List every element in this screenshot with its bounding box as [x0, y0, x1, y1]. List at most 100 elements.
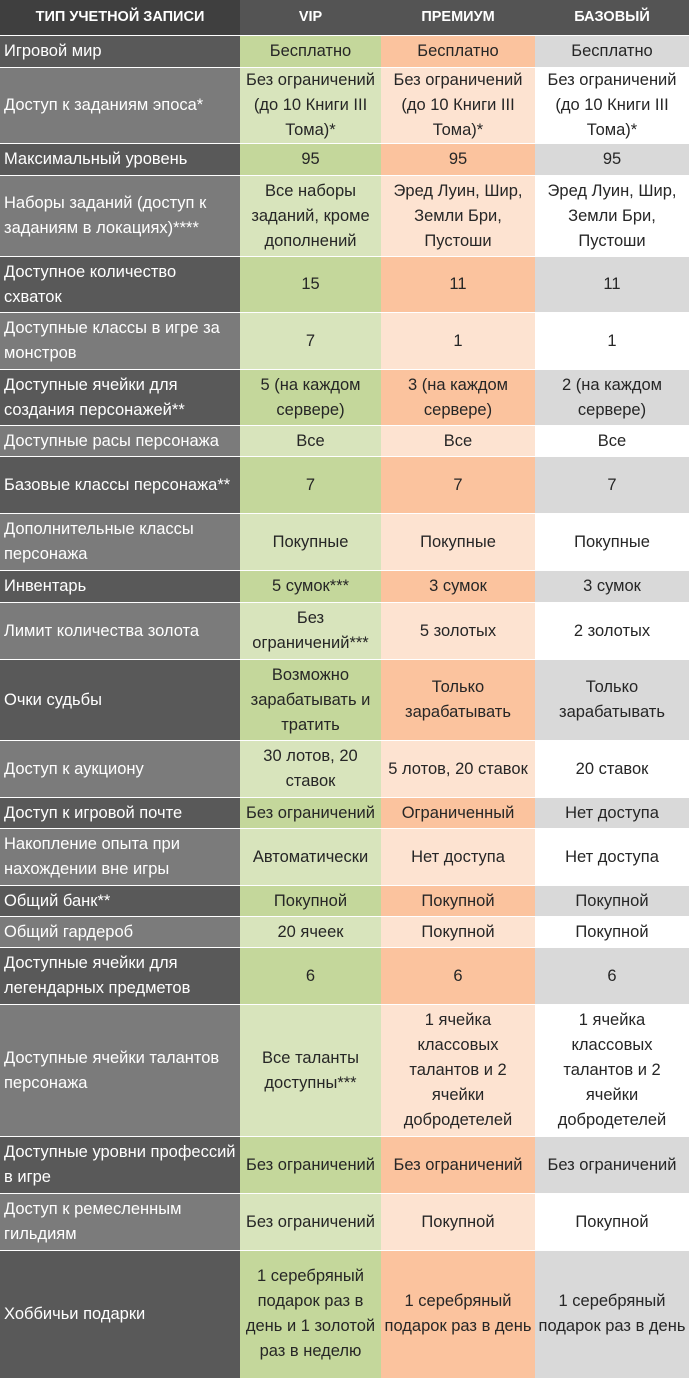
premium-cell: Без ограничений (до 10 Книги III Тома)*	[381, 67, 535, 144]
row-label: Доступные ячейки талантов персонажа	[0, 1004, 240, 1137]
basic-cell: 11	[535, 256, 689, 313]
table-row: Доступные ячейки талантов персонажа Все т…	[0, 1004, 689, 1137]
row-label: Игровой мир	[0, 35, 240, 68]
vip-cell: Все таланты доступны***	[240, 1004, 381, 1137]
row-label: Базовые классы персонажа**	[0, 456, 240, 514]
basic-cell: 3 сумок	[535, 570, 689, 603]
vip-cell: Без ограничений	[240, 797, 381, 829]
vip-cell: 20 ячеек	[240, 916, 381, 948]
premium-cell: Покупной	[381, 1193, 535, 1251]
vip-cell: Все	[240, 425, 381, 457]
basic-cell: Покупной	[535, 885, 689, 917]
header-account-type: ТИП УЧЕТНОЙ ЗАПИСИ	[0, 0, 240, 36]
premium-cell: 11	[381, 256, 535, 313]
header-basic: БАЗОВЫЙ	[535, 0, 689, 36]
row-label: Хоббичьи подарки	[0, 1250, 240, 1378]
table-row: Доступ к аукциону 30 лотов, 20 ставок 5 ло…	[0, 740, 689, 798]
basic-cell: Нет доступа	[535, 797, 689, 829]
table-row: Доступ к игровой почте Без ограничений Огр…	[0, 797, 689, 829]
vip-cell: 5 (на каждом сервере)	[240, 369, 381, 426]
premium-cell: 1 ячейка классовых талантов и 2 ячейки д…	[381, 1004, 535, 1137]
vip-cell: 15	[240, 256, 381, 313]
row-label: Накопление опыта при нахождении вне игры	[0, 828, 240, 886]
vip-cell: Автоматически	[240, 828, 381, 886]
table-row: Лимит количества золота Без ограничений**…	[0, 602, 689, 660]
table-row: Доступные уровни профессий в игре Без огр…	[0, 1136, 689, 1194]
vip-cell: Без ограничений	[240, 1136, 381, 1194]
basic-cell: Эред Луин, Шир, Земли Бри, Пустоши	[535, 175, 689, 257]
row-label: Общий банк**	[0, 885, 240, 917]
table-row: Накопление опыта при нахождении вне игры…	[0, 828, 689, 886]
basic-cell: Все	[535, 425, 689, 457]
row-label: Доступное количество схваток	[0, 256, 240, 313]
basic-cell: 2 золотых	[535, 602, 689, 660]
table-row: Игровой мир Бесплатно Бесплатно Бесплатно	[0, 35, 689, 68]
row-label: Доступ к аукциону	[0, 740, 240, 798]
vip-cell: 1 серебряный подарок раз в день и 1 золо…	[240, 1250, 381, 1378]
premium-cell: 3 (на каждом сервере)	[381, 369, 535, 426]
row-label: Общий гардероб	[0, 916, 240, 948]
basic-cell: 1	[535, 312, 689, 370]
premium-cell: Бесплатно	[381, 35, 535, 68]
basic-cell: 20 ставок	[535, 740, 689, 798]
row-label: Доступ к заданиям эпоса*	[0, 67, 240, 144]
table-row: Доступ к ремесленным гильдиям Без огранич…	[0, 1193, 689, 1251]
table-row: Хоббичьи подарки 1 серебряный подарок раз…	[0, 1250, 689, 1378]
premium-cell: 5 лотов, 20 ставок	[381, 740, 535, 798]
row-label: Доступные уровни профессий в игре	[0, 1136, 240, 1194]
row-label: Доступные ячейки для легендарных предмет…	[0, 947, 240, 1005]
basic-cell: Нет доступа	[535, 828, 689, 886]
vip-cell: 7	[240, 312, 381, 370]
basic-cell: 6	[535, 947, 689, 1005]
vip-cell: Покупной	[240, 885, 381, 917]
vip-cell: Все наборы заданий, кроме дополнений	[240, 175, 381, 257]
premium-cell: Покупной	[381, 885, 535, 917]
table-row: Доступ к заданиям эпоса* Без ограничений …	[0, 67, 689, 144]
row-label: Доступные ячейки для создания персонажей…	[0, 369, 240, 426]
basic-cell: 1 серебряный подарок раз в день	[535, 1250, 689, 1378]
premium-cell: 7	[381, 456, 535, 514]
table-row: Базовые классы персонажа** 7 7 7	[0, 456, 689, 514]
table-row: Доступные классы в игре за монстров 7 1 1	[0, 312, 689, 370]
premium-cell: Без ограничений	[381, 1136, 535, 1194]
row-label: Максимальный уровень	[0, 143, 240, 176]
vip-cell: 6	[240, 947, 381, 1005]
row-label: Лимит количества золота	[0, 602, 240, 660]
premium-cell: 6	[381, 947, 535, 1005]
premium-cell: 1	[381, 312, 535, 370]
header-row: ТИП УЧЕТНОЙ ЗАПИСИ VIP ПРЕМИУМ БАЗОВЫЙ	[0, 0, 689, 36]
header-premium: ПРЕМИУМ	[381, 0, 535, 36]
premium-cell: 5 золотых	[381, 602, 535, 660]
premium-cell: 3 сумок	[381, 570, 535, 603]
table-row: Инвентарь 5 сумок*** 3 сумок 3 сумок	[0, 570, 689, 603]
basic-cell: 7	[535, 456, 689, 514]
vip-cell: Возможно зарабатывать и тратить	[240, 659, 381, 741]
row-label: Дополнительные классы персонажа	[0, 513, 240, 571]
basic-cell: 1 ячейка классовых талантов и 2 ячейки д…	[535, 1004, 689, 1137]
basic-cell: 2 (на каждом сервере)	[535, 369, 689, 426]
table-row: Дополнительные классы персонажа Покупные П…	[0, 513, 689, 571]
premium-cell: Все	[381, 425, 535, 457]
basic-cell: Покупной	[535, 916, 689, 948]
row-label: Доступные расы персонажа	[0, 425, 240, 457]
vip-cell: Покупные	[240, 513, 381, 571]
basic-cell: Покупной	[535, 1193, 689, 1251]
basic-cell: Без ограничений	[535, 1136, 689, 1194]
table-row: Максимальный уровень 95 95 95	[0, 143, 689, 176]
row-label: Очки судьбы	[0, 659, 240, 741]
vip-cell: Без ограничений***	[240, 602, 381, 660]
table-body: Игровой мир Бесплатно Бесплатно Бесплатно До…	[0, 35, 689, 1378]
table-row: Общий банк** Покупной Покупной Покупной	[0, 885, 689, 917]
premium-cell: 95	[381, 143, 535, 176]
premium-cell: 1 серебряный подарок раз в день	[381, 1250, 535, 1378]
premium-cell: Ограниченный	[381, 797, 535, 829]
row-label: Доступные классы в игре за монстров	[0, 312, 240, 370]
vip-cell: Без ограничений (до 10 Книги III Тома)*	[240, 67, 381, 144]
basic-cell: Покупные	[535, 513, 689, 571]
premium-cell: Эред Луин, Шир, Земли Бри, Пустоши	[381, 175, 535, 257]
table-row: Доступные ячейки для создания персонажей…	[0, 369, 689, 426]
basic-cell: Бесплатно	[535, 35, 689, 68]
vip-cell: 7	[240, 456, 381, 514]
vip-cell: 5 сумок***	[240, 570, 381, 603]
